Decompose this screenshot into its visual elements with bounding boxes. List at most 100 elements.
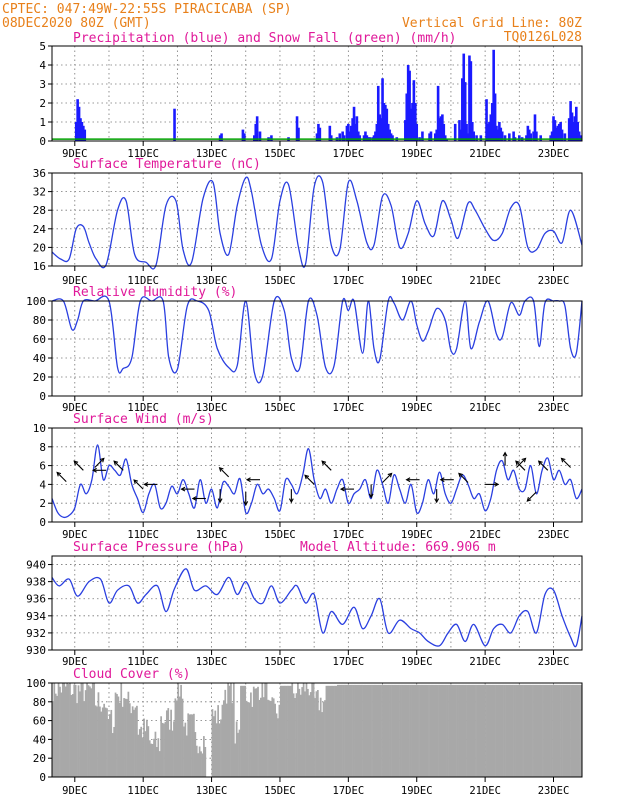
precip-bar xyxy=(555,127,558,141)
cloud-bar xyxy=(356,684,359,777)
cloud-bar xyxy=(83,701,86,777)
wind-arrow xyxy=(133,479,144,490)
cloud-bar xyxy=(533,684,536,777)
pressure-x-tick-label: 11DEC xyxy=(127,656,159,668)
cloud-y-tick-label: 80 xyxy=(33,696,46,709)
precip-bar xyxy=(575,106,578,141)
precip-bar xyxy=(362,135,366,141)
cloud-bar xyxy=(500,684,503,777)
cloud-bar xyxy=(497,684,500,777)
cloud-bar xyxy=(164,721,167,777)
precip-bar xyxy=(470,122,474,141)
cloud-bar xyxy=(77,685,80,777)
precip-bar xyxy=(408,70,411,141)
cloud-bar xyxy=(509,684,512,777)
cloud-bar xyxy=(536,684,539,777)
cloud-bar xyxy=(59,686,61,777)
cloud-bar xyxy=(123,698,125,777)
cloud-x-tick-label: 19DEC xyxy=(401,785,433,797)
cloud-bar xyxy=(118,702,121,777)
cloud-bar xyxy=(107,718,110,777)
precip-bar xyxy=(492,49,495,141)
temp-grid xyxy=(52,173,582,266)
cloud-bar xyxy=(466,684,469,777)
precip-bar xyxy=(466,133,470,141)
cloud-bar xyxy=(260,697,262,777)
cloud-bar xyxy=(91,683,94,777)
cloud-bar xyxy=(278,704,281,777)
cloud-bar xyxy=(433,684,436,777)
precip-y-tick-label: 4 xyxy=(39,59,46,72)
cloud-bar xyxy=(369,684,372,777)
cloud-bar xyxy=(56,695,58,777)
cloud-bar xyxy=(468,684,470,777)
wind-arrow-head xyxy=(245,477,251,483)
cloud-bar xyxy=(69,683,71,777)
cloud-bar xyxy=(284,685,286,777)
wind-title: Surface Wind (m/s) xyxy=(73,412,214,427)
rh-x-tick-label: 23DEC xyxy=(538,402,570,414)
rh-y-tick-label: 40 xyxy=(33,352,46,365)
precip-bar xyxy=(352,106,356,141)
cloud-bar xyxy=(171,730,174,777)
precip-bar xyxy=(496,129,500,141)
cloud-bar xyxy=(366,684,369,777)
precip-bar xyxy=(317,123,320,141)
cloud-bar xyxy=(341,684,343,777)
cloud-bar xyxy=(354,684,356,777)
cloud-bar xyxy=(272,698,275,777)
cloud-bar xyxy=(144,731,147,777)
cloud-panel: Cloud Cover (%) 0 20 40 60 80 100 9DEC 11DEC 13DE… xyxy=(26,667,583,797)
temp-y-tick-label: 24 xyxy=(33,223,47,236)
cloud-bar xyxy=(165,710,168,777)
cloud-bar xyxy=(193,713,195,777)
cloud-bar xyxy=(573,684,576,777)
cloud-bar xyxy=(527,684,530,777)
wind-y-tick-label: 6 xyxy=(39,460,46,473)
cloud-bar xyxy=(232,683,235,777)
wind-arrow xyxy=(458,473,469,483)
wind-x-tick-label: 9DEC xyxy=(62,529,87,541)
wind-arrow-head xyxy=(405,477,411,483)
wind-arrow xyxy=(526,491,537,502)
pressure-x-tick-label: 15DEC xyxy=(264,656,296,668)
cloud-bar xyxy=(465,684,467,777)
cloud-x-tick-label: 9DEC xyxy=(62,785,87,797)
cloud-bar xyxy=(526,684,529,777)
cloud-bar xyxy=(161,722,164,777)
precip-bar xyxy=(357,131,360,141)
cloud-bar xyxy=(235,721,238,777)
cloud-bar xyxy=(331,685,333,777)
cloud-bar xyxy=(426,684,429,777)
cloud-bar xyxy=(53,683,56,777)
precip-bar xyxy=(556,125,560,141)
cloud-bar xyxy=(430,684,433,777)
cloud-bar xyxy=(549,684,551,777)
cloud-x-tick-label: 17DEC xyxy=(333,785,365,797)
cloud-bar xyxy=(332,685,335,777)
cloud-x-tick-label: 21DEC xyxy=(469,785,501,797)
precip-bar xyxy=(439,116,443,141)
cloud-bar xyxy=(371,684,373,777)
rh-y-tick-label: 60 xyxy=(33,333,46,346)
pressure-x-tick-label: 21DEC xyxy=(469,656,501,668)
precip-bar xyxy=(355,116,359,141)
cloud-bar xyxy=(188,714,191,777)
cloud-bar xyxy=(311,683,314,777)
cloud-bar xyxy=(510,684,513,777)
precip-bar xyxy=(220,133,223,141)
cloud-bar xyxy=(446,684,449,777)
cloud-bar xyxy=(240,685,242,777)
precip-bar xyxy=(465,123,468,141)
cloud-bar xyxy=(505,684,507,777)
cloud-bar xyxy=(194,732,197,777)
wind-arrow-head xyxy=(387,472,393,478)
cloud-bar xyxy=(542,684,544,777)
wind-arrow xyxy=(321,460,332,471)
wind-y-tick-label: 10 xyxy=(33,422,46,435)
cloud-bar xyxy=(499,684,502,777)
pressure-title: Surface Pressure (hPa) xyxy=(73,540,245,555)
cloud-bar xyxy=(309,692,312,777)
rh-x-tick-label: 9DEC xyxy=(62,402,87,414)
cloud-bar xyxy=(170,709,172,777)
